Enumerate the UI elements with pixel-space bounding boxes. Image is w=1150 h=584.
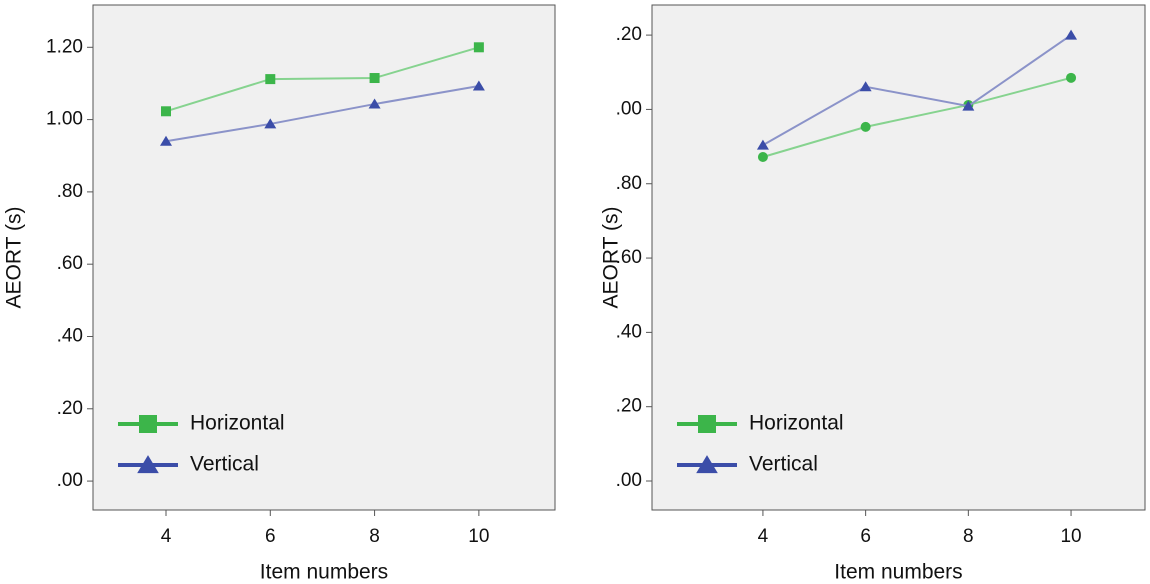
x-tick-label: 6 (265, 526, 276, 547)
legend-label: Horizontal (190, 412, 285, 435)
legend-marker (137, 455, 159, 474)
y-tick-label: .80 (57, 181, 83, 202)
y-axis-label: AEORT (s) (600, 207, 623, 309)
y-tick-label: .60 (57, 253, 83, 274)
y-tick-label: .00 (616, 470, 642, 491)
x-tick-label: 10 (1060, 526, 1081, 547)
data-point (264, 118, 277, 129)
y-tick-label: 1.20 (46, 36, 83, 57)
data-point (472, 80, 485, 91)
y-tick-label: .20 (616, 24, 642, 45)
plot-area (92, 4, 556, 511)
data-point (473, 42, 484, 53)
data-point (757, 151, 768, 162)
x-tick-label: 4 (161, 526, 172, 547)
data-point (1065, 29, 1078, 40)
data-point (962, 100, 975, 111)
x-tick-label: 8 (963, 526, 974, 547)
data-point (368, 98, 381, 109)
y-tick-label: 1.00 (46, 109, 83, 130)
y-tick-label: .80 (616, 173, 642, 194)
y-tick-label: .00 (616, 98, 642, 119)
x-tick-label: 10 (468, 526, 489, 547)
x-tick-label: 4 (758, 526, 769, 547)
series-line (762, 34, 1072, 146)
x-tick-label: 8 (369, 526, 380, 547)
data-point (160, 135, 173, 146)
x-tick-label: 6 (860, 526, 871, 547)
y-tick-label: .20 (57, 398, 83, 419)
legend-label: Horizontal (749, 412, 844, 435)
data-point (859, 81, 872, 92)
data-point (369, 73, 380, 84)
data-point (161, 106, 172, 117)
x-axis-label: Item numbers (834, 561, 962, 584)
data-point (860, 121, 871, 132)
data-point (756, 139, 769, 150)
series-line (762, 76, 1072, 158)
series-line (165, 84, 480, 143)
legend-marker (696, 455, 718, 474)
data-point (265, 74, 276, 85)
legend-marker (698, 415, 716, 433)
y-tick-label: .60 (616, 247, 642, 268)
series-line (165, 46, 480, 113)
legend-label: Vertical (190, 453, 259, 476)
legend-marker (139, 415, 157, 433)
y-tick-label: .00 (57, 470, 83, 491)
legend-label: Vertical (749, 453, 818, 476)
x-axis-label: Item numbers (260, 561, 388, 584)
y-axis-label: AEORT (s) (3, 207, 26, 309)
y-tick-label: .20 (616, 396, 642, 417)
y-tick-label: .40 (616, 321, 642, 342)
data-point (1066, 72, 1077, 83)
y-tick-label: .40 (57, 326, 83, 347)
